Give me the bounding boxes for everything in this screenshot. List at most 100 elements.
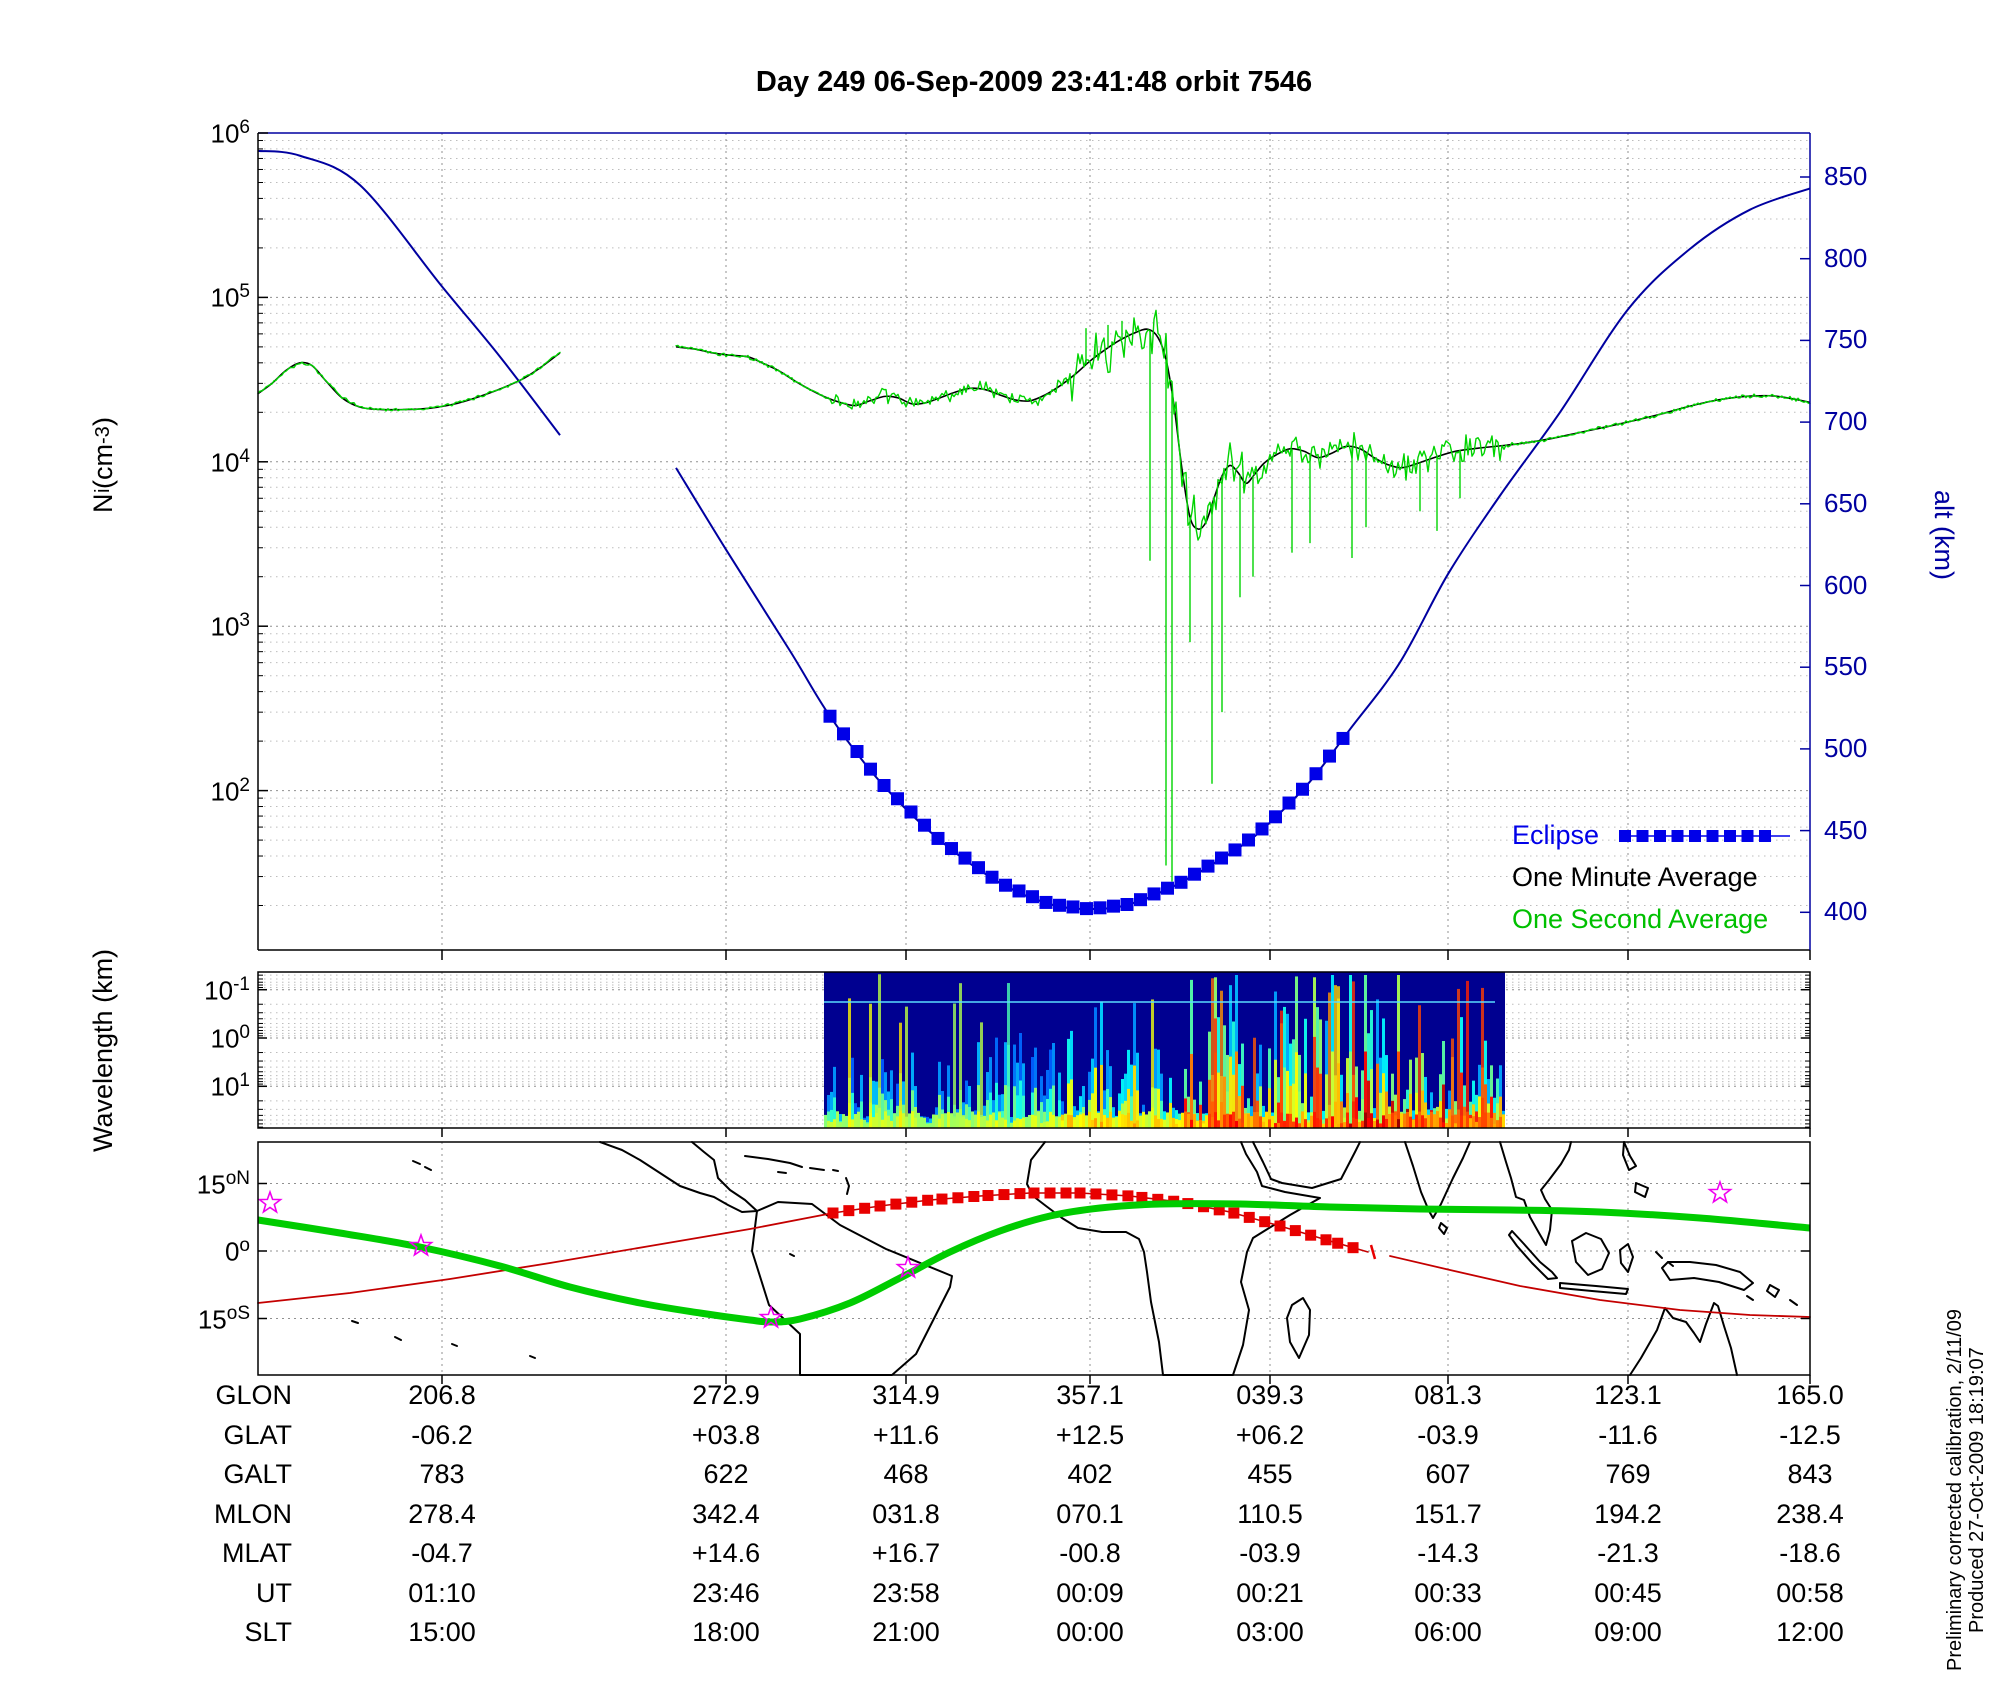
- table-cell: 23:58: [872, 1578, 940, 1608]
- table-row-label: MLON: [213, 1499, 292, 1529]
- table-cell: -12.5: [1779, 1420, 1841, 1450]
- table-cell: -21.3: [1597, 1538, 1659, 1568]
- y-axis-label-altitude: alt (km): [1929, 490, 1959, 580]
- table-cell: 402: [1067, 1459, 1113, 1489]
- table-row-label: GALT: [223, 1459, 292, 1489]
- ground-track-map-panel: [257, 1141, 1811, 1384]
- y-axis-label-wavelength: Wavelength (km): [88, 948, 118, 1152]
- table-cell: 783: [419, 1459, 465, 1489]
- y-tick-left: 105: [210, 281, 251, 314]
- table-row-label: GLON: [215, 1380, 292, 1410]
- table-cell: 09:00: [1594, 1617, 1662, 1647]
- y-tick-right: 400: [1824, 896, 1868, 927]
- y-tick-right: 450: [1824, 814, 1868, 845]
- side-note-produced: Produced 27-Oct-2009 18:19:07: [1966, 1347, 1988, 1633]
- star-marker: [895, 1254, 921, 1279]
- table-cell: 039.3: [1236, 1380, 1304, 1410]
- map-lat-tick: 0o: [224, 1235, 250, 1267]
- y-tick-left: 103: [210, 610, 251, 642]
- y-tick-left: 106: [210, 117, 251, 149]
- table-cell: 357.1: [1056, 1380, 1124, 1410]
- legend-item: One Second Average: [1512, 904, 1769, 934]
- table-cell: 070.1: [1056, 1499, 1124, 1529]
- table-cell: 00:58: [1776, 1578, 1844, 1608]
- table-cell: -14.3: [1417, 1538, 1479, 1568]
- table-cell: 151.7: [1414, 1499, 1482, 1529]
- table-cell: 00:09: [1056, 1578, 1124, 1608]
- y-tick-right: 800: [1824, 242, 1868, 273]
- y-tick-right: 600: [1824, 569, 1868, 600]
- density-altitude-panel: [257, 132, 1811, 960]
- table-cell: 18:00: [692, 1617, 760, 1647]
- table-cell: -03.9: [1417, 1420, 1479, 1450]
- table-cell: 455: [1247, 1459, 1293, 1489]
- table-cell: 081.3: [1414, 1380, 1482, 1410]
- table-cell: +03.8: [691, 1420, 761, 1450]
- map-lat-tick: 15oS: [197, 1302, 250, 1335]
- star-marker: [257, 1189, 283, 1214]
- table-cell: -11.6: [1598, 1420, 1658, 1450]
- table-cell: +14.6: [691, 1538, 761, 1568]
- table-cell: 12:00: [1776, 1617, 1844, 1647]
- table-row-label: UT: [256, 1578, 292, 1608]
- table-cell: 165.0: [1776, 1380, 1844, 1410]
- y-tick-right: 650: [1824, 487, 1868, 518]
- table-cell: -04.7: [411, 1538, 473, 1568]
- table-cell: 607: [1425, 1459, 1471, 1489]
- table-cell: 843: [1787, 1459, 1833, 1489]
- table-cell: 468: [883, 1459, 929, 1489]
- table-cell: 314.9: [872, 1380, 940, 1410]
- legend: [1619, 830, 1790, 842]
- wavelength-tick: 10-1: [204, 973, 250, 1006]
- table-cell: 06:00: [1414, 1617, 1482, 1647]
- star-marker: [758, 1304, 784, 1329]
- table-cell: 194.2: [1594, 1499, 1662, 1529]
- table-cell: 769: [1605, 1459, 1651, 1489]
- y-tick-right: 850: [1824, 161, 1868, 191]
- table-cell: 272.9: [692, 1380, 760, 1410]
- wavelength-tick: 100: [210, 1022, 251, 1054]
- table-cell: 238.4: [1776, 1499, 1844, 1529]
- table-row-label: GLAT: [223, 1420, 292, 1450]
- wavelength-spectrogram-panel: [257, 971, 1811, 1137]
- table-cell: 00:45: [1594, 1578, 1662, 1608]
- table-cell: +06.2: [1235, 1420, 1305, 1450]
- table-cell: 206.8: [408, 1380, 476, 1410]
- table-cell: +11.6: [872, 1420, 940, 1450]
- table-cell: 00:33: [1414, 1578, 1482, 1608]
- y-tick-right: 700: [1824, 406, 1868, 437]
- table-cell: +16.7: [871, 1538, 941, 1568]
- table-cell: -06.2: [411, 1420, 473, 1450]
- table-cell: 01:10: [408, 1578, 476, 1608]
- wavelength-tick: 101: [210, 1070, 251, 1102]
- table-cell: 123.1: [1594, 1380, 1662, 1410]
- table-cell: 00:00: [1056, 1617, 1124, 1647]
- table-cell: 031.8: [872, 1499, 940, 1529]
- page-title: Day 249 06-Sep-2009 23:41:48 orbit 7546: [755, 66, 1313, 98]
- side-note-calibration: Preliminary corrected calibration, 2/11/…: [1944, 1308, 1966, 1672]
- table-cell: 110.5: [1237, 1499, 1303, 1529]
- table-cell: -03.9: [1239, 1538, 1301, 1568]
- y-tick-right: 500: [1824, 732, 1868, 763]
- table-cell: 00:21: [1236, 1578, 1304, 1608]
- table-cell: 23:46: [692, 1578, 760, 1608]
- table-cell: 342.4: [692, 1499, 760, 1529]
- y-tick-right: 550: [1824, 651, 1868, 682]
- star-marker: [408, 1232, 434, 1257]
- y-tick-left: 104: [210, 445, 251, 478]
- legend-item: One Minute Average: [1512, 862, 1758, 892]
- table-cell: -18.6: [1779, 1538, 1841, 1568]
- table-cell: 622: [703, 1459, 749, 1489]
- table-row-label: MLAT: [221, 1538, 292, 1568]
- legend-item: Eclipse: [1512, 820, 1600, 850]
- table-cell: 03:00: [1236, 1617, 1304, 1647]
- table-cell: 21:00: [872, 1617, 940, 1647]
- y-tick-right: 750: [1824, 324, 1868, 355]
- table-row-label: SLT: [244, 1617, 292, 1647]
- map-lat-tick: 15oN: [196, 1167, 250, 1200]
- star-marker: [1707, 1179, 1733, 1204]
- table-cell: -00.8: [1059, 1538, 1121, 1568]
